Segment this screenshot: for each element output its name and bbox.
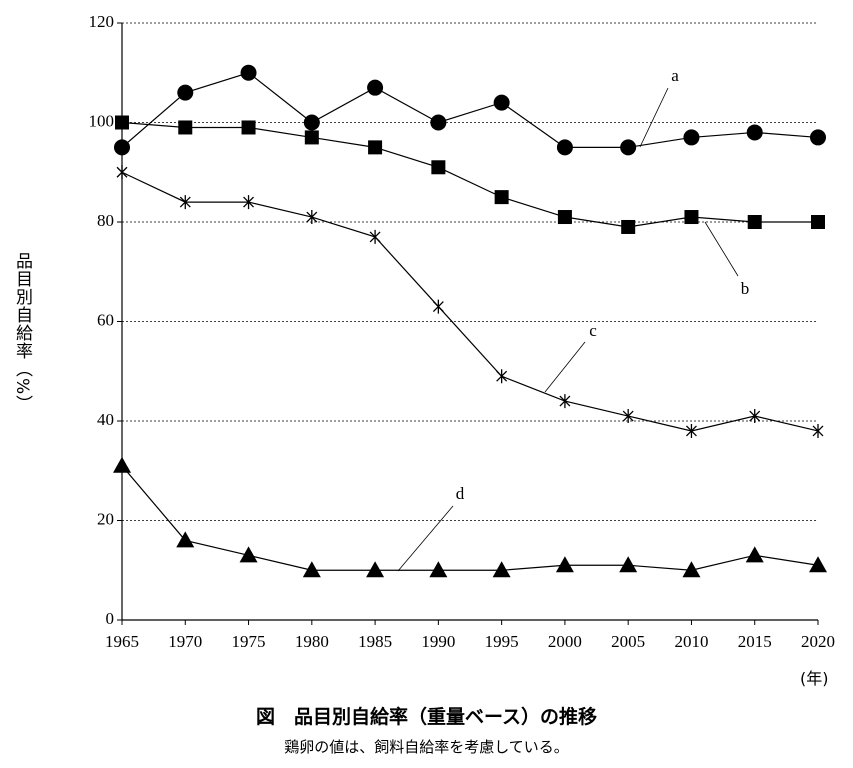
marker <box>496 369 508 384</box>
x-tick-label: 2000 <box>548 632 582 651</box>
marker <box>240 64 257 81</box>
marker <box>241 120 256 135</box>
marker <box>621 219 636 234</box>
series-line <box>121 171 819 432</box>
marker <box>622 409 634 424</box>
x-tick-label: 2010 <box>674 632 708 651</box>
series-line <box>121 465 819 571</box>
marker <box>746 124 763 141</box>
marker <box>812 423 824 438</box>
series-label: b <box>741 279 750 298</box>
marker <box>431 160 446 175</box>
marker <box>809 556 827 573</box>
marker <box>747 215 762 229</box>
chart-title: 図 品目別自給率（重量ベース）の推移 <box>255 706 598 728</box>
x-tick-label: 1965 <box>105 632 139 651</box>
marker <box>494 190 509 205</box>
marker <box>555 556 574 573</box>
y-tick-label: 100 <box>89 111 115 130</box>
x-tick-label: 1995 <box>485 632 519 651</box>
x-tick-label: 1990 <box>421 632 455 651</box>
y-axis-label: 品目別自給率（%） <box>12 252 32 414</box>
marker <box>369 229 381 244</box>
x-tick-label: 2020 <box>801 632 835 651</box>
marker <box>745 546 764 563</box>
series-line <box>121 121 818 228</box>
marker <box>684 210 699 225</box>
callout-line <box>639 87 669 148</box>
callout-line <box>397 505 454 572</box>
marker <box>429 561 448 578</box>
series-line <box>121 72 819 148</box>
y-tick-label: 60 <box>97 310 114 329</box>
marker <box>493 94 510 111</box>
marker <box>559 394 571 409</box>
marker <box>492 561 511 578</box>
marker <box>683 129 700 146</box>
marker <box>113 456 131 473</box>
marker <box>178 120 193 135</box>
series-label: a <box>671 66 679 85</box>
chart-subtitle: 鶏卵の値は、飼料自給率を考慮している。 <box>284 738 569 756</box>
marker <box>368 140 383 155</box>
series-label: d <box>456 484 465 503</box>
marker <box>620 139 637 156</box>
marker <box>306 210 318 225</box>
marker <box>685 423 697 438</box>
y-tick-label: 120 <box>89 12 115 31</box>
marker <box>302 561 321 578</box>
y-tick-label: 40 <box>97 410 114 429</box>
callout-line <box>704 221 739 277</box>
y-tick-label: 20 <box>97 509 114 528</box>
marker <box>304 130 319 145</box>
chart: 0 20 40 60 80 100 120 1965 1970 1975 1980 1985 1990 1… <box>89 12 836 651</box>
marker <box>176 531 195 548</box>
marker <box>682 561 701 578</box>
marker <box>557 210 572 225</box>
marker <box>115 115 129 130</box>
marker <box>432 299 444 314</box>
y-tick-label: 0 <box>106 609 115 628</box>
marker <box>556 139 573 156</box>
marker <box>811 215 825 229</box>
marker <box>619 556 638 573</box>
x-tick-label: 2005 <box>611 632 645 651</box>
marker <box>177 84 194 101</box>
marker <box>239 546 258 563</box>
marker <box>366 561 385 578</box>
marker <box>367 79 384 96</box>
marker <box>243 195 255 210</box>
marker <box>749 409 761 424</box>
y-tick-label: 80 <box>97 211 114 230</box>
marker <box>179 195 191 210</box>
callout-line <box>544 341 586 393</box>
x-tick-label: 1970 <box>168 632 202 651</box>
marker <box>810 129 826 146</box>
series-label: c <box>589 321 597 340</box>
x-tick-label: 2015 <box>738 632 772 651</box>
x-tick-label: 1975 <box>232 632 266 651</box>
x-tick-label: 1985 <box>358 632 392 651</box>
x-tick-label: 1980 <box>295 632 329 651</box>
marker <box>430 114 447 131</box>
marker <box>114 139 130 156</box>
marker <box>303 114 320 131</box>
marker <box>116 165 128 180</box>
x-axis-label: (年) <box>800 669 829 688</box>
